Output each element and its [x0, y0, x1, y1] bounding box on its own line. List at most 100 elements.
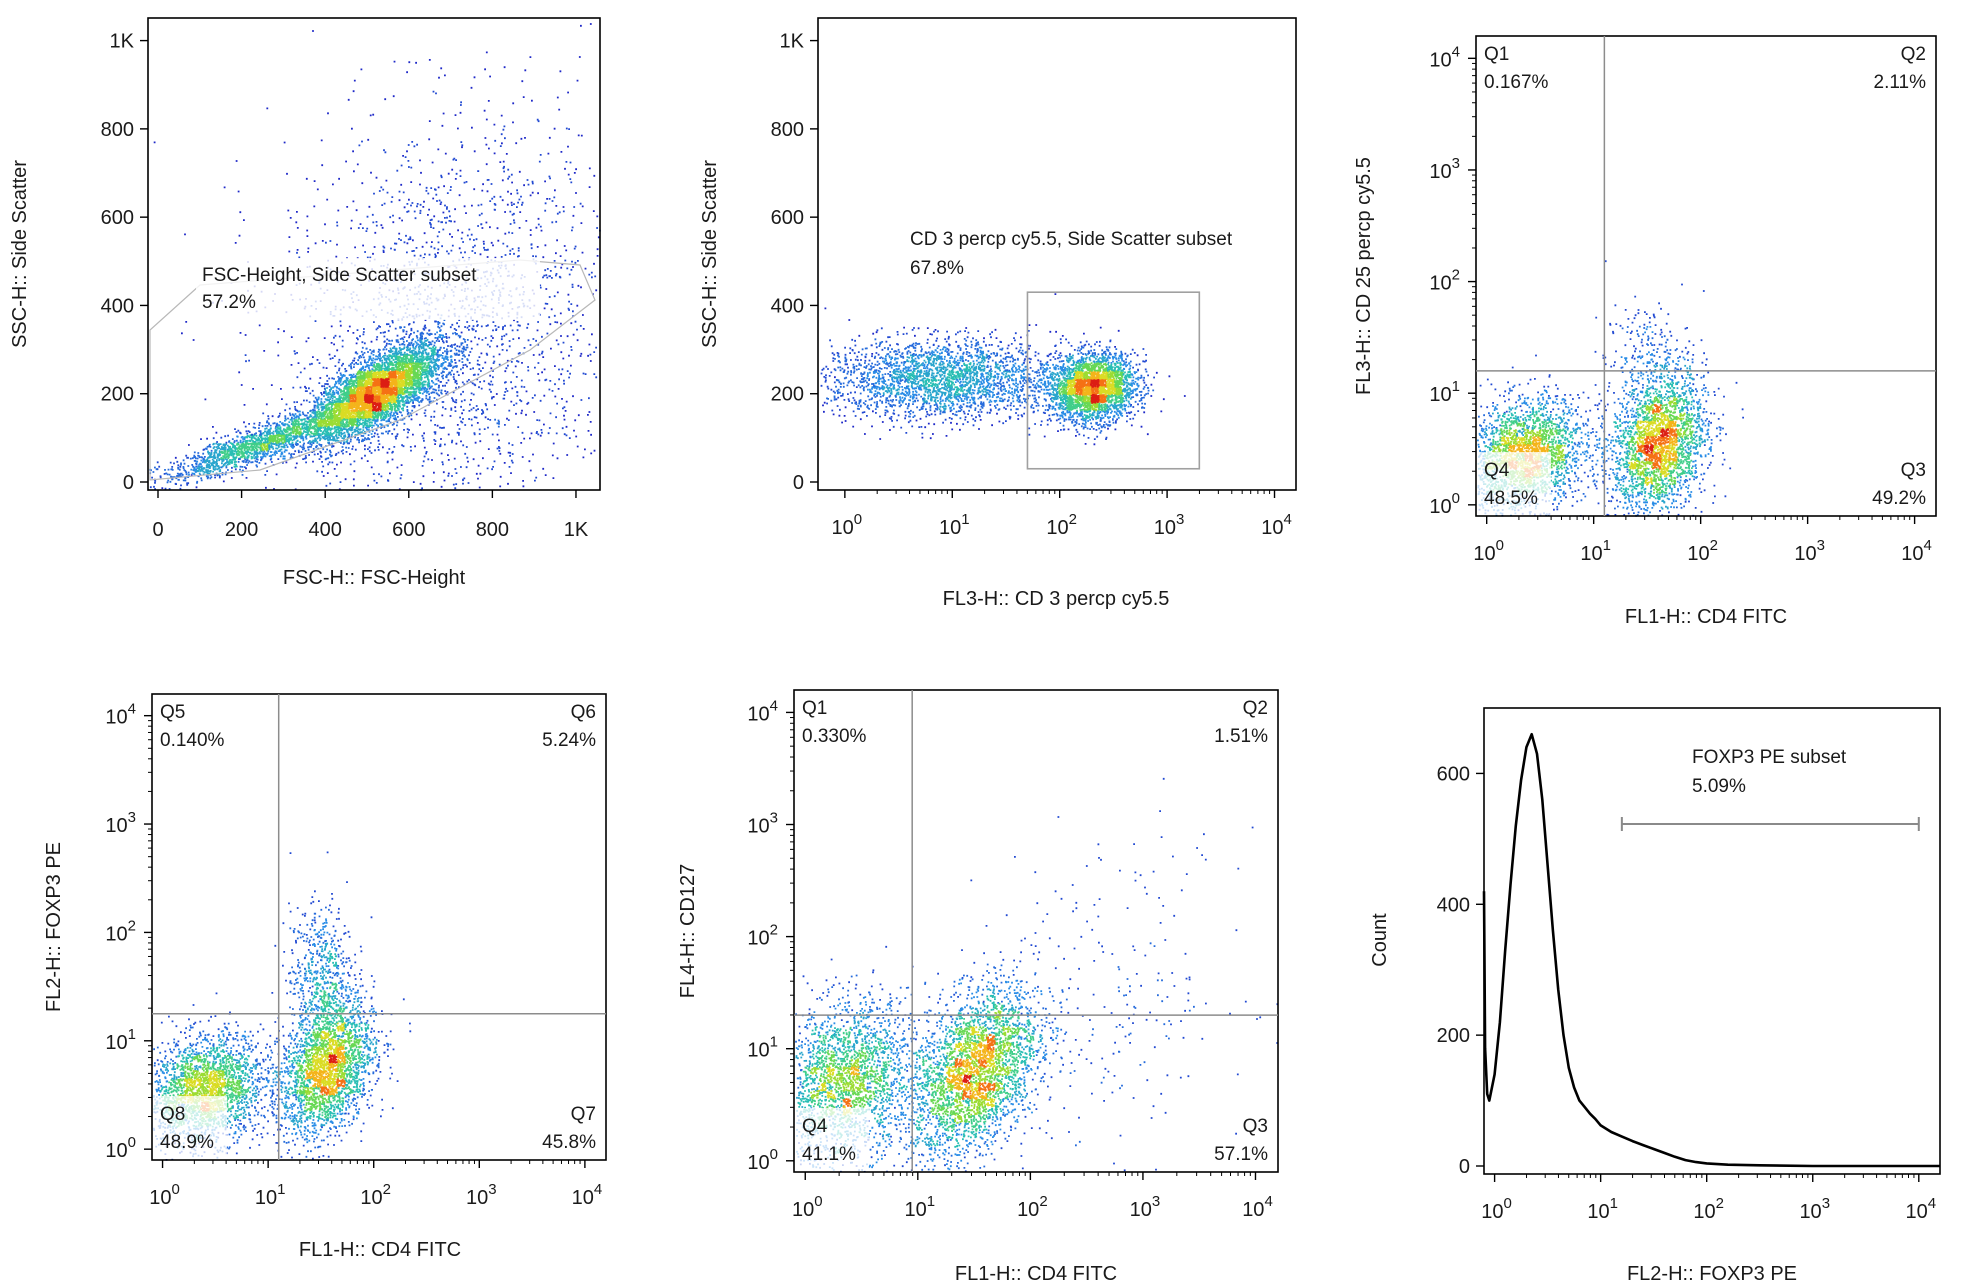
y-tick-label: 800	[101, 119, 134, 141]
panel-f-x-ticks: 100 101 102 103 104	[1481, 1174, 1936, 1223]
y-tick-label: 200	[771, 384, 804, 406]
panel-b-density-dots	[1082, 370, 1124, 412]
quadrant-percent: 0.330%	[802, 726, 867, 747]
quadrant-label-box	[153, 1096, 227, 1159]
panel-e-y-ticks: 100 101 102 103 104	[747, 697, 794, 1174]
quadrant-label-box	[795, 1108, 869, 1171]
x-tick-label: 104	[1901, 537, 1932, 565]
quadrant-name: Q8	[160, 1104, 185, 1125]
quadrant-name: Q4	[1484, 460, 1510, 481]
x-tick-label: 100	[1473, 537, 1504, 565]
y-tick-label: 104	[747, 697, 778, 725]
panel-c-density-dots	[1500, 396, 1694, 494]
panel-c-x-axis-title: FL1-H:: CD4 FITC	[1625, 606, 1787, 628]
y-tick-label: 102	[747, 922, 778, 950]
panel-d-y-ticks: 100 101 102 103 104	[105, 701, 152, 1162]
x-tick-label: 104	[1905, 1195, 1936, 1223]
panel-d-density-dots	[176, 1038, 346, 1112]
x-tick-label: 800	[476, 519, 509, 541]
y-tick-label: 600	[1437, 763, 1470, 785]
panel-c-x-ticks: 100 101 102 103 104	[1473, 516, 1932, 565]
y-tick-label: 200	[101, 384, 134, 406]
panel-a-x-ticks: 0 200 400 600 800 1K	[152, 490, 589, 541]
panel-f-x-axis-title: FL2-H:: FOXP3 PE	[1627, 1263, 1797, 1285]
panel-b-density-dots	[1058, 362, 1124, 412]
x-tick-label: 100	[832, 511, 863, 539]
quadrant-percent: 41.1%	[802, 1144, 856, 1165]
y-tick-label: 0	[123, 472, 134, 494]
x-tick-label: 102	[1693, 1195, 1724, 1223]
quadrant-name: Q1	[1484, 44, 1509, 65]
x-tick-label: 104	[1261, 511, 1292, 539]
y-tick-label: 800	[771, 119, 804, 141]
panel-a-y-axis-title: SSC-H:: Side Scatter	[9, 160, 31, 348]
panel-d-density-dots	[184, 1022, 346, 1112]
panel-e-quadrants: Q1 0.330% Q2 1.51% Q3 57.1% Q4 41.1%	[794, 690, 1278, 1172]
panel-a-dots	[149, 23, 601, 491]
panel-c-frame	[1475, 35, 1937, 517]
panel-a-gate-name: FSC-Height, Side Scatter subset	[202, 265, 477, 286]
y-tick-label: 0	[793, 472, 804, 494]
panel-f-histogram-line	[1482, 732, 1940, 1168]
panel-a-annotation-box	[196, 258, 540, 320]
panel-b-gate-rectangle	[1026, 291, 1201, 470]
panel-a-density-dots	[196, 338, 438, 476]
panel-c-density-dots	[1500, 412, 1678, 486]
y-tick-label: 200	[1437, 1025, 1470, 1047]
x-tick-label: 102	[1687, 537, 1718, 565]
y-tick-label: 100	[1429, 490, 1460, 518]
y-tick-label: 102	[105, 917, 136, 945]
panel-e-density-dots	[798, 777, 1279, 1173]
panel-a-density-dots	[220, 354, 430, 460]
quadrant-percent: 48.5%	[1484, 488, 1538, 509]
panel-a-density-dots	[348, 370, 406, 412]
x-tick-label: 400	[309, 519, 342, 541]
quadrant-percent: 2.11%	[1874, 72, 1927, 93]
panel-d-density-dots	[328, 1054, 338, 1064]
quadrant-percent: 0.167%	[1484, 72, 1549, 93]
y-tick-label: 100	[747, 1146, 778, 1174]
panel-d-density-dots	[156, 851, 412, 1161]
x-tick-label: 200	[225, 519, 258, 541]
panel-a-density-dots	[260, 362, 414, 452]
x-tick-label: 102	[1017, 1193, 1048, 1221]
panel-d-x-axis-title: FL1-H:: CD4 FITC	[299, 1239, 461, 1261]
panel-c-density-dots	[1484, 396, 1694, 494]
panel-b-y-axis-title: SSC-H:: Side Scatter	[699, 160, 721, 348]
panel-a-density-dots	[348, 370, 398, 404]
panel-a-density-dots	[364, 378, 390, 412]
panel-d-x-ticks: 100 101 102 103 104	[149, 1160, 602, 1209]
quadrant-percent: 1.51%	[1214, 726, 1268, 747]
y-tick-label: 102	[1429, 267, 1460, 295]
panel-f-gate-percent: 5.09%	[1692, 776, 1746, 797]
y-tick-label: 400	[101, 295, 134, 317]
x-tick-label: 101	[939, 511, 970, 539]
panel-c-density-dots	[1644, 428, 1670, 454]
quadrant-name: Q2	[1243, 698, 1268, 719]
quadrant-name: Q4	[802, 1116, 828, 1137]
panel-b-density-dots	[1058, 362, 1124, 412]
quadrant-name: Q2	[1901, 44, 1926, 65]
x-tick-label: 101	[1587, 1195, 1618, 1223]
panel-c-density-dots	[1484, 380, 1702, 501]
panel-e-x-axis-title: FL1-H:: CD4 FITC	[955, 1263, 1117, 1285]
panel-b-density-dots	[1066, 370, 1116, 396]
panel-a-y-ticks: 0 200 400 600 800 1K	[101, 31, 148, 494]
panel-a-gate-percent: 57.2%	[202, 292, 256, 313]
quadrant-name: Q3	[1901, 460, 1926, 481]
y-tick-label: 600	[771, 207, 804, 229]
quadrant-name: Q5	[160, 702, 185, 723]
y-tick-label: 100	[105, 1134, 136, 1162]
y-tick-label: 104	[105, 701, 136, 729]
x-tick-label: 103	[466, 1181, 497, 1209]
y-tick-label: 101	[747, 1034, 778, 1062]
quadrant-percent: 45.8%	[542, 1132, 596, 1153]
x-tick-label: 101	[1580, 537, 1611, 565]
y-tick-label: 0	[1459, 1156, 1470, 1178]
panel-f-y-axis-title: Count	[1369, 913, 1391, 967]
x-tick-label: 103	[1130, 1193, 1161, 1221]
x-tick-label: 101	[905, 1193, 936, 1221]
y-tick-label: 103	[105, 809, 136, 837]
